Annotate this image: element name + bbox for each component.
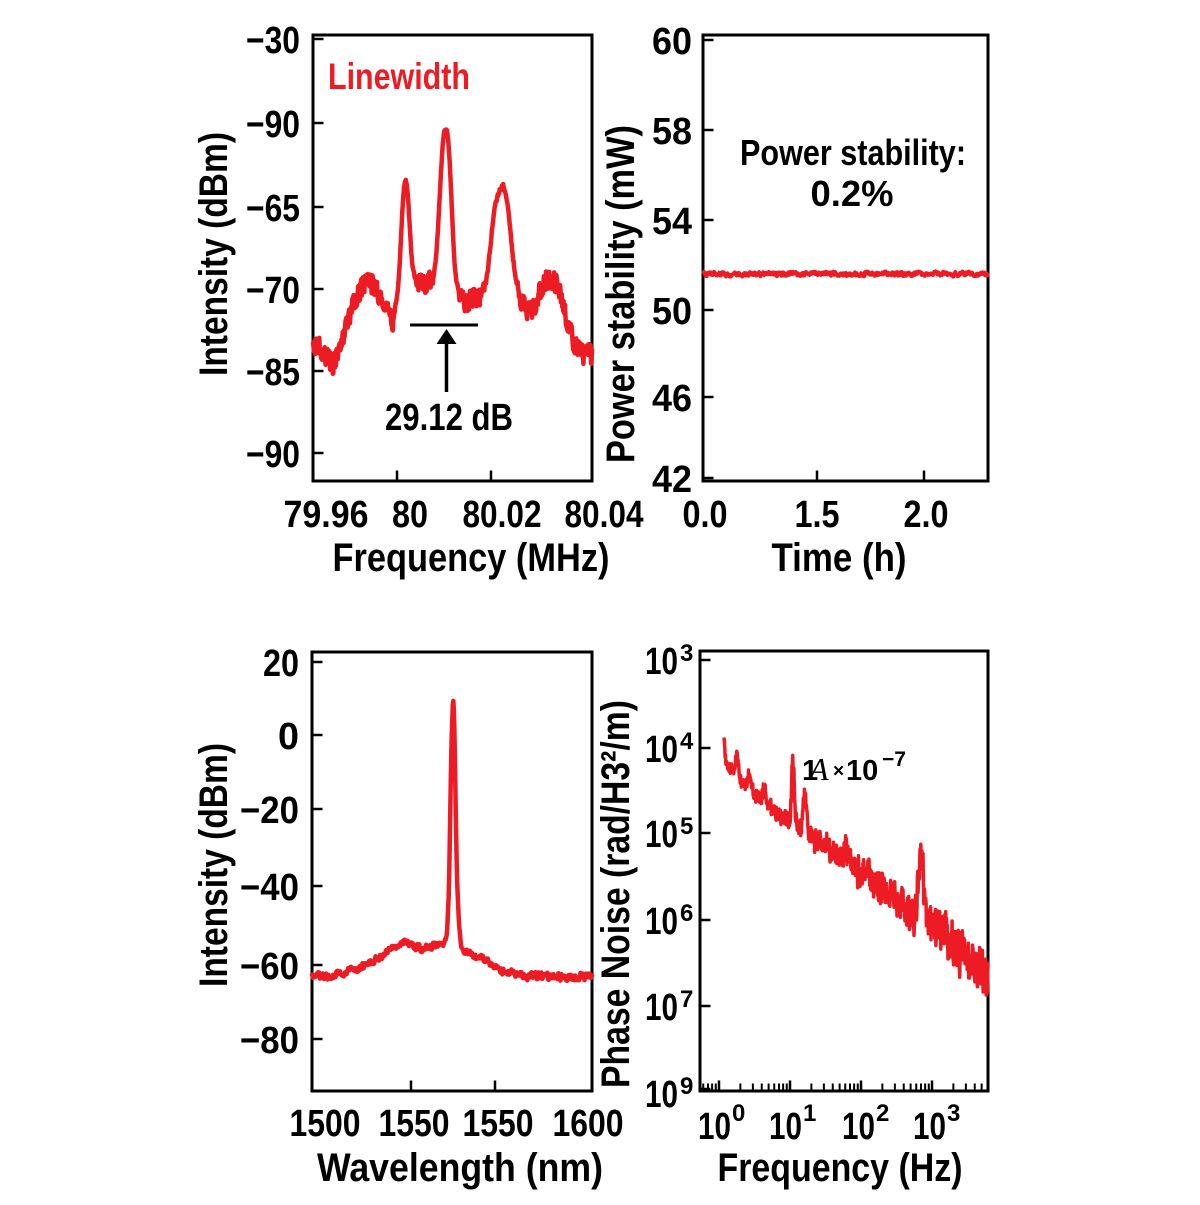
svg-text:10: 10	[698, 1106, 731, 1148]
svg-text:80.02: 80.02	[463, 494, 542, 536]
svg-text:3: 3	[947, 1100, 960, 1127]
svg-text:1.5: 1.5	[795, 494, 840, 536]
svg-text:2: 2	[876, 1100, 889, 1127]
svg-text:−80: −80	[240, 1020, 299, 1062]
svg-text:54: 54	[652, 201, 692, 243]
svg-text:−90: −90	[246, 434, 300, 476]
svg-text:Power stability:: Power stability:	[740, 132, 966, 173]
svg-text:80.04: 80.04	[565, 494, 644, 536]
svg-text:−65: −65	[246, 188, 300, 230]
svg-text:6: 6	[680, 900, 693, 927]
svg-text:−70: −70	[246, 270, 300, 312]
svg-text:Linewidth: Linewidth	[328, 56, 470, 97]
svg-text:20: 20	[263, 643, 299, 685]
svg-text:Power stability (mW): Power stability (mW)	[599, 125, 643, 463]
svg-text:0: 0	[278, 716, 299, 758]
svg-text:0.0: 0.0	[683, 494, 728, 536]
svg-text:10: 10	[645, 814, 678, 856]
svg-text:10: 10	[645, 729, 678, 771]
svg-text:10: 10	[846, 755, 878, 787]
svg-text:1550: 1550	[379, 1103, 450, 1145]
svg-text:1: 1	[802, 755, 818, 787]
svg-text:−60: −60	[240, 946, 299, 988]
svg-text:10: 10	[645, 641, 678, 683]
svg-text:Frequency (MHz): Frequency (MHz)	[333, 536, 610, 580]
svg-text:−20: −20	[240, 790, 299, 832]
svg-text:10: 10	[645, 901, 678, 943]
svg-text:1500: 1500	[290, 1103, 361, 1145]
svg-text:−90: −90	[246, 104, 300, 146]
svg-text:80: 80	[392, 494, 428, 536]
svg-text:46: 46	[652, 378, 692, 420]
svg-text:10: 10	[645, 1074, 678, 1116]
svg-text:10: 10	[842, 1106, 875, 1148]
svg-text:Phase Noise (rad/H3²/m): Phase Noise (rad/H3²/m)	[594, 700, 638, 1088]
svg-text:79.96: 79.96	[284, 494, 369, 536]
svg-text:10: 10	[913, 1106, 946, 1148]
svg-text:Time (h): Time (h)	[772, 536, 907, 580]
svg-text:0.2%: 0.2%	[811, 173, 894, 214]
svg-text:×: ×	[833, 761, 844, 782]
svg-text:−40: −40	[240, 867, 299, 909]
svg-text:0: 0	[732, 1100, 745, 1127]
svg-text:7: 7	[680, 986, 693, 1013]
svg-text:2.0: 2.0	[904, 494, 949, 536]
svg-text:10: 10	[769, 1106, 802, 1148]
svg-text:29.12 dB: 29.12 dB	[385, 397, 513, 439]
svg-text:−30: −30	[246, 20, 300, 62]
svg-text:4: 4	[680, 728, 694, 755]
svg-text:Wavelength (nm): Wavelength (nm)	[317, 1146, 603, 1190]
svg-text:42: 42	[652, 459, 692, 501]
svg-text:Intensity (dBm): Intensity (dBm)	[192, 132, 236, 376]
svg-text:1600: 1600	[553, 1103, 624, 1145]
svg-text:Intensity (dBm): Intensity (dBm)	[192, 743, 236, 987]
svg-text:50: 50	[652, 291, 692, 333]
svg-text:Frequency (Hz): Frequency (Hz)	[718, 1146, 963, 1190]
svg-text:9: 9	[680, 1073, 693, 1100]
svg-text:3: 3	[680, 640, 693, 667]
svg-text:1: 1	[803, 1100, 816, 1127]
svg-text:1550: 1550	[463, 1103, 534, 1145]
svg-text:−85: −85	[246, 352, 300, 394]
svg-text:60: 60	[652, 21, 692, 63]
svg-text:5: 5	[680, 813, 693, 840]
svg-text:58: 58	[652, 111, 692, 153]
svg-text:A: A	[807, 751, 829, 787]
svg-text:−7: −7	[882, 748, 906, 771]
svg-text:10: 10	[645, 987, 678, 1029]
